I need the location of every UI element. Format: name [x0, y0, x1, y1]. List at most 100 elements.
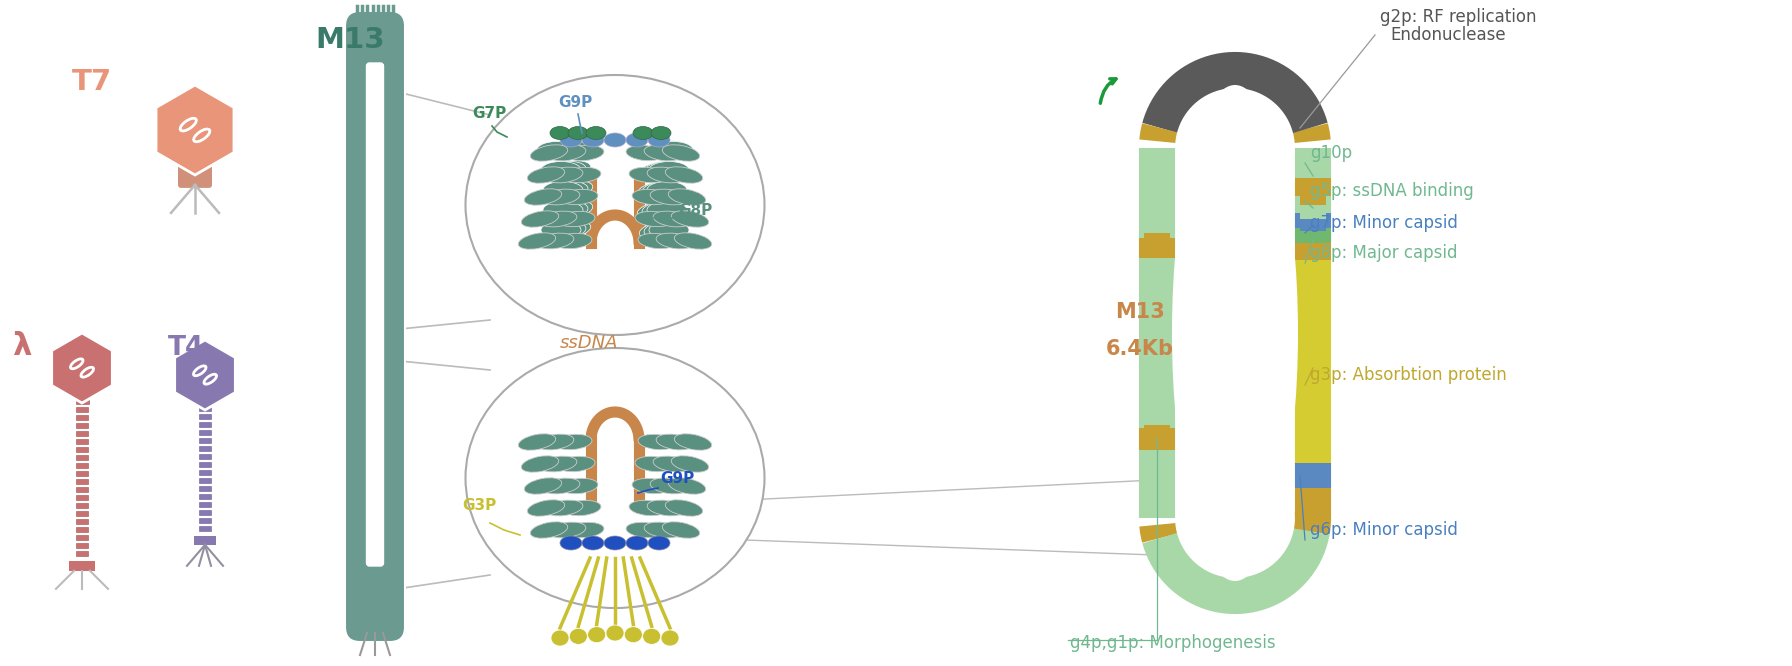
Ellipse shape: [652, 456, 692, 472]
Bar: [199, 486, 211, 492]
Ellipse shape: [650, 189, 688, 205]
Ellipse shape: [638, 434, 676, 450]
Ellipse shape: [530, 145, 568, 161]
Text: ssDNA: ssDNA: [561, 334, 618, 352]
Ellipse shape: [539, 141, 582, 159]
Ellipse shape: [547, 181, 588, 198]
Text: g5p: ssDNA binding: g5p: ssDNA binding: [1310, 182, 1473, 200]
Ellipse shape: [629, 500, 667, 515]
Ellipse shape: [521, 456, 559, 472]
Ellipse shape: [550, 180, 593, 199]
Ellipse shape: [638, 180, 681, 199]
Ellipse shape: [561, 133, 582, 147]
Bar: [199, 478, 211, 484]
Ellipse shape: [634, 211, 674, 226]
Ellipse shape: [545, 500, 582, 516]
Ellipse shape: [647, 500, 685, 516]
Bar: [75, 527, 88, 532]
Ellipse shape: [543, 202, 582, 218]
Ellipse shape: [633, 478, 670, 494]
Bar: [75, 431, 88, 436]
Ellipse shape: [643, 221, 686, 238]
Text: M13: M13: [1115, 302, 1165, 322]
Ellipse shape: [521, 211, 559, 227]
Ellipse shape: [625, 145, 665, 161]
Ellipse shape: [661, 630, 679, 646]
Text: T4: T4: [168, 335, 204, 361]
Ellipse shape: [563, 500, 600, 515]
Bar: [75, 511, 88, 516]
Text: Endonuclease: Endonuclease: [1391, 26, 1505, 44]
Ellipse shape: [547, 221, 591, 239]
Ellipse shape: [672, 456, 708, 472]
Ellipse shape: [568, 127, 588, 139]
Bar: [199, 406, 211, 412]
Bar: [199, 422, 211, 428]
Ellipse shape: [566, 522, 604, 537]
Bar: [199, 430, 211, 436]
Text: g10p: g10p: [1310, 144, 1353, 162]
Bar: [1299, 243, 1326, 257]
Text: g3p: Absorbtion protein: g3p: Absorbtion protein: [1310, 366, 1507, 384]
Ellipse shape: [561, 189, 599, 204]
Ellipse shape: [650, 127, 670, 139]
Ellipse shape: [550, 200, 593, 219]
Ellipse shape: [539, 211, 577, 227]
Ellipse shape: [625, 536, 649, 550]
Ellipse shape: [665, 166, 702, 183]
Ellipse shape: [649, 536, 670, 550]
Ellipse shape: [643, 628, 661, 644]
Bar: [75, 519, 88, 524]
Polygon shape: [156, 85, 235, 175]
Ellipse shape: [643, 522, 681, 538]
Bar: [199, 462, 211, 468]
Ellipse shape: [665, 500, 702, 516]
Bar: [1299, 231, 1326, 243]
Bar: [1299, 205, 1326, 219]
Bar: [75, 479, 88, 484]
Text: G9P: G9P: [557, 95, 591, 110]
Ellipse shape: [545, 167, 582, 183]
Polygon shape: [174, 340, 235, 410]
Ellipse shape: [649, 222, 688, 238]
Ellipse shape: [518, 233, 556, 249]
Text: G9P: G9P: [659, 471, 694, 486]
Ellipse shape: [652, 211, 692, 227]
Text: G7P: G7P: [471, 106, 507, 121]
Bar: [1143, 425, 1170, 447]
Ellipse shape: [554, 434, 591, 450]
Text: T7: T7: [72, 68, 113, 96]
Bar: [199, 414, 211, 420]
Ellipse shape: [633, 189, 670, 204]
Ellipse shape: [466, 348, 765, 608]
Bar: [75, 551, 88, 556]
Ellipse shape: [652, 141, 694, 159]
Ellipse shape: [550, 127, 570, 139]
Ellipse shape: [466, 75, 765, 335]
Text: M13: M13: [315, 26, 385, 54]
Ellipse shape: [643, 141, 686, 159]
Text: g2p: RF replication: g2p: RF replication: [1380, 8, 1536, 26]
Ellipse shape: [530, 521, 568, 538]
Ellipse shape: [625, 133, 649, 147]
Ellipse shape: [642, 181, 685, 198]
Ellipse shape: [625, 522, 665, 537]
Ellipse shape: [649, 141, 690, 159]
Ellipse shape: [647, 167, 685, 183]
Ellipse shape: [550, 630, 570, 646]
Bar: [199, 501, 211, 507]
Ellipse shape: [557, 211, 595, 226]
Ellipse shape: [588, 627, 606, 643]
Bar: [75, 415, 88, 420]
Ellipse shape: [650, 478, 688, 494]
Ellipse shape: [539, 456, 577, 472]
Text: g7p: Minor capsid: g7p: Minor capsid: [1310, 214, 1459, 232]
Bar: [1299, 219, 1326, 231]
Ellipse shape: [604, 133, 625, 147]
Ellipse shape: [570, 628, 588, 644]
Bar: [75, 487, 88, 492]
Ellipse shape: [642, 201, 685, 218]
Bar: [199, 494, 211, 500]
Bar: [75, 543, 88, 548]
Text: λ: λ: [13, 332, 30, 361]
